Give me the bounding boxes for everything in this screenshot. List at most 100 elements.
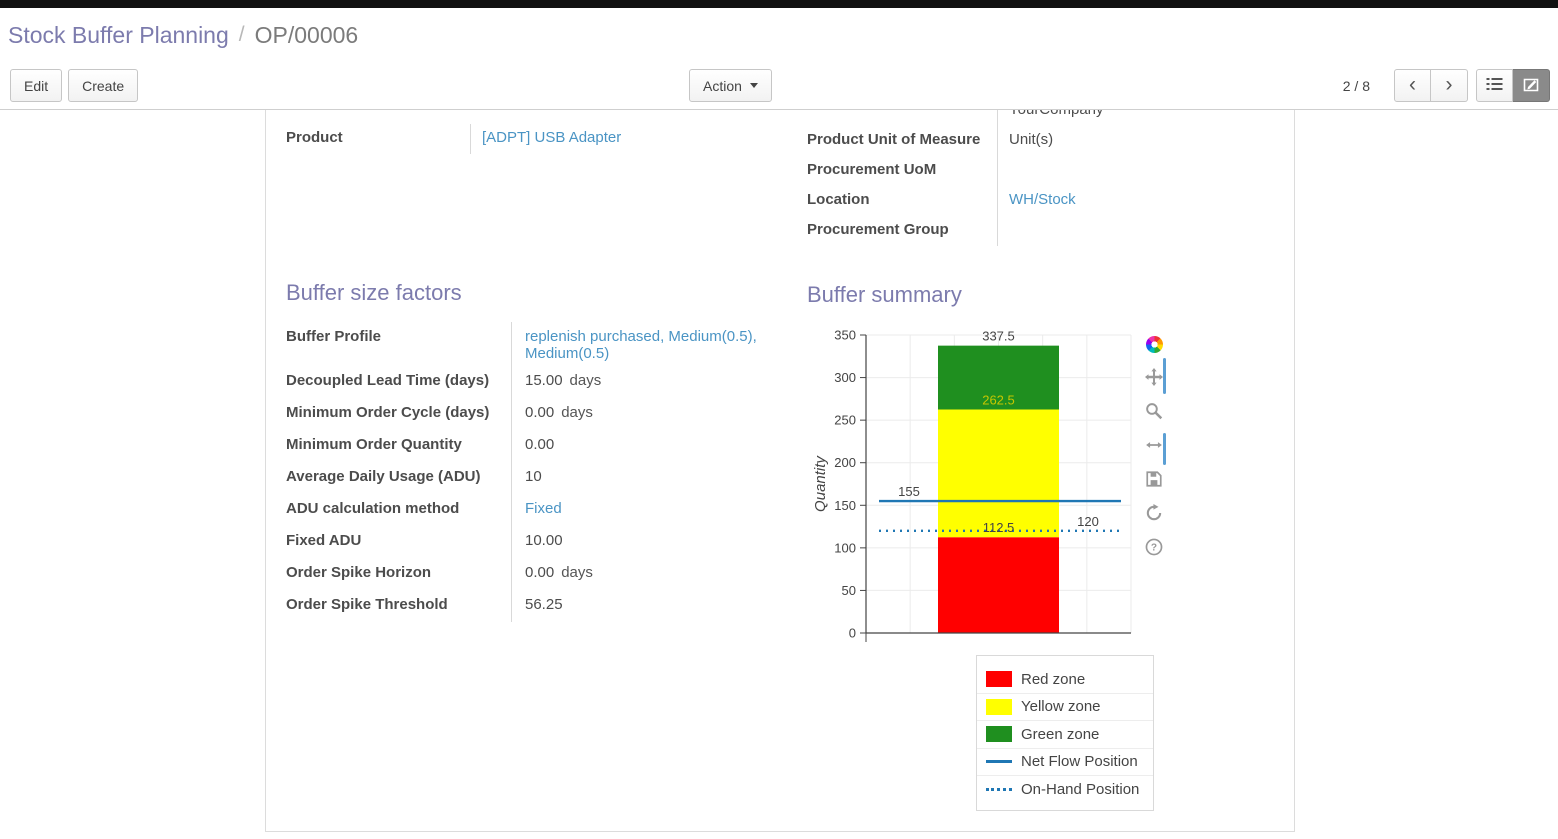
dlt-row: Decoupled Lead Time (days) 15.00 days: [286, 366, 783, 398]
min-order-cycle-row: Minimum Order Cycle (days) 0.00 days: [286, 398, 783, 430]
save-icon: [1145, 470, 1163, 491]
download-button[interactable]: [1144, 470, 1164, 490]
help-button[interactable]: ?: [1144, 538, 1164, 558]
autoscale-icon: [1145, 436, 1163, 457]
legend-item-on-hand[interactable]: On-Hand Position: [977, 776, 1153, 804]
breadcrumb-parent-link[interactable]: Stock Buffer Planning: [8, 21, 229, 48]
spike-horizon-label: Order Spike Horizon: [286, 564, 432, 581]
net-flow-line-swatch: [986, 760, 1012, 764]
chevron-right-icon: ›: [1445, 72, 1453, 96]
legend-item-yellow-zone[interactable]: Yellow zone: [977, 694, 1153, 721]
action-menu: Action: [689, 69, 772, 102]
min-order-qty-label: Minimum Order Quantity: [286, 436, 462, 453]
svg-text:200: 200: [834, 455, 856, 470]
location-value-link[interactable]: WH/Stock: [1009, 191, 1076, 208]
uom-label: Product Unit of Measure: [807, 131, 981, 148]
record-buttons: Edit Create: [10, 69, 139, 102]
buffer-summary-title: Buffer summary: [807, 282, 962, 307]
zoom-button[interactable]: [1144, 402, 1164, 422]
svg-text:?: ?: [1151, 542, 1157, 553]
dlt-label: Decoupled Lead Time (days): [286, 372, 490, 389]
buffer-factors-table: Buffer Profile replenish purchased, Medi…: [286, 322, 783, 622]
svg-text:250: 250: [834, 413, 856, 428]
yellow-zone-swatch: [986, 698, 1012, 715]
autoscale-button[interactable]: [1144, 436, 1164, 456]
list-view-button[interactable]: [1476, 69, 1513, 102]
legend-item-net-flow[interactable]: Net Flow Position: [977, 749, 1153, 776]
legend-label: On-Hand Position: [1021, 781, 1140, 799]
breadcrumb: Stock Buffer Planning / OP/00006: [0, 8, 1558, 62]
legend-item-green-zone[interactable]: Green zone: [977, 721, 1153, 749]
spike-horizon-row: Order Spike Horizon 0.00 days: [286, 558, 783, 590]
svg-text:262.5: 262.5: [982, 393, 1015, 408]
fixed-adu-value: 10.00: [525, 532, 563, 549]
fixed-adu-label: Fixed ADU: [286, 532, 362, 549]
svg-text:337.5: 337.5: [982, 330, 1015, 344]
chart-legend: Red zone Yellow zone Green zone Net Flow…: [976, 655, 1154, 811]
legend-item-red-zone[interactable]: Red zone: [977, 666, 1153, 694]
adu-value: 10: [525, 468, 542, 485]
adu-row: Average Daily Usage (ADU) 10: [286, 462, 783, 494]
caret-down-icon: [749, 83, 758, 88]
pager-next-button[interactable]: ›: [1431, 69, 1468, 102]
spike-threshold-label: Order Spike Threshold: [286, 596, 448, 613]
breadcrumb-current: OP/00006: [254, 21, 359, 48]
procurement-group-row: Procurement Group: [807, 216, 1293, 246]
min-order-qty-value: 0.00: [525, 436, 555, 453]
chart-plot[interactable]: 0 50 100 150 200 250 300 350 337.5 262.5 155 112.5 1…: [811, 330, 1143, 646]
pan-icon: [1145, 367, 1163, 389]
action-label: Action: [703, 77, 742, 94]
svg-text:300: 300: [834, 370, 856, 385]
min-order-cycle-suffix: days: [561, 404, 593, 421]
pan-button[interactable]: [1144, 367, 1164, 389]
buffer-profile-value-link[interactable]: replenish purchased, Medium(0.5), Medium…: [525, 328, 757, 362]
product-row: Product [ADPT] USB Adapter: [286, 124, 783, 154]
dlt-suffix: days: [569, 372, 602, 389]
form-sheet: Product [ADPT] USB Adapter YourCompany P…: [265, 110, 1295, 832]
top-menu-bar: [0, 0, 1558, 8]
svg-text:Quantity: Quantity: [812, 455, 829, 512]
company-value: YourCompany: [1009, 110, 1104, 118]
dlt-value: 15.00: [525, 372, 563, 389]
spike-threshold-row: Order Spike Threshold 56.25: [286, 590, 783, 622]
legend-label: Red zone: [1021, 670, 1086, 688]
spike-horizon-suffix: days: [561, 564, 593, 581]
field-group-left: Product [ADPT] USB Adapter: [286, 124, 783, 154]
adu-method-value-link[interactable]: Fixed: [525, 500, 562, 517]
buffer-size-factors-title: Buffer size factors: [286, 280, 462, 305]
svg-text:0: 0: [849, 626, 856, 641]
plotly-logo-button[interactable]: [1144, 334, 1164, 354]
svg-text:155: 155: [898, 484, 920, 499]
reset-axes-button[interactable]: [1144, 503, 1164, 525]
modebar-indicator: [1163, 358, 1166, 394]
procurement-uom-label: Procurement UoM: [807, 161, 937, 178]
chevron-left-icon: ‹: [1409, 72, 1416, 96]
action-dropdown-button[interactable]: Action: [689, 69, 772, 102]
pager-buttons: ‹ ›: [1394, 69, 1468, 102]
adu-method-label: ADU calculation method: [286, 500, 460, 517]
control-panel: Edit Create Action 2 / 8 ‹ ›: [0, 62, 1558, 110]
create-button[interactable]: Create: [68, 69, 139, 102]
plotly-logo-icon: [1145, 335, 1163, 353]
modebar-indicator: [1163, 433, 1166, 465]
uom-value: Unit(s): [1009, 131, 1054, 148]
list-icon: [1486, 77, 1503, 94]
breadcrumb-separator: /: [238, 23, 245, 46]
green-zone-swatch: [986, 726, 1012, 743]
fixed-adu-row: Fixed ADU 10.00: [286, 526, 783, 558]
min-order-cycle-value: 0.00: [525, 404, 555, 421]
adu-method-row: ADU calculation method Fixed: [286, 494, 783, 526]
edit-button[interactable]: Edit: [10, 69, 63, 102]
min-order-qty-row: Minimum Order Quantity 0.00: [286, 430, 783, 462]
form-view-button[interactable]: [1513, 69, 1550, 102]
product-value-link[interactable]: [ADPT] USB Adapter: [482, 129, 622, 146]
uom-row: Product Unit of Measure Unit(s): [807, 126, 1293, 156]
legend-label: Yellow zone: [1021, 698, 1101, 716]
svg-text:50: 50: [842, 583, 856, 598]
buffer-profile-label: Buffer Profile: [286, 328, 382, 345]
pager-previous-button[interactable]: ‹: [1394, 69, 1431, 102]
reset-icon: [1145, 503, 1163, 525]
help-icon: ?: [1145, 538, 1163, 559]
on-hand-line-swatch: [986, 788, 1012, 792]
chart-modebar: ?: [1141, 334, 1167, 558]
